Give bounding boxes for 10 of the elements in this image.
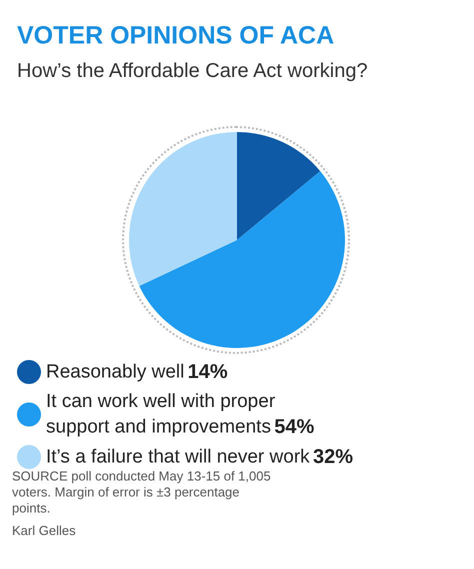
- text: Karl Gelles: [12, 523, 76, 538]
- legend-label: It can work well with proper support and improvements: [46, 391, 276, 438]
- source-note: SOURCE poll conducted May 13-15 of 1,005 voters. Margin of error is ±3 percentage points.: [12, 468, 274, 516]
- chart-title: VOTER OPINIONS OF ACA: [17, 22, 334, 50]
- chart-subtitle: How’s the Affordable Care Act working?: [17, 60, 368, 82]
- data-label: 32%: [312, 446, 354, 468]
- legend-label: It’s a failure that will never work: [46, 446, 310, 468]
- legend-label: Reasonably well: [46, 362, 184, 382]
- data-label: 14%: [188, 361, 228, 383]
- data-label: 54%: [274, 416, 315, 438]
